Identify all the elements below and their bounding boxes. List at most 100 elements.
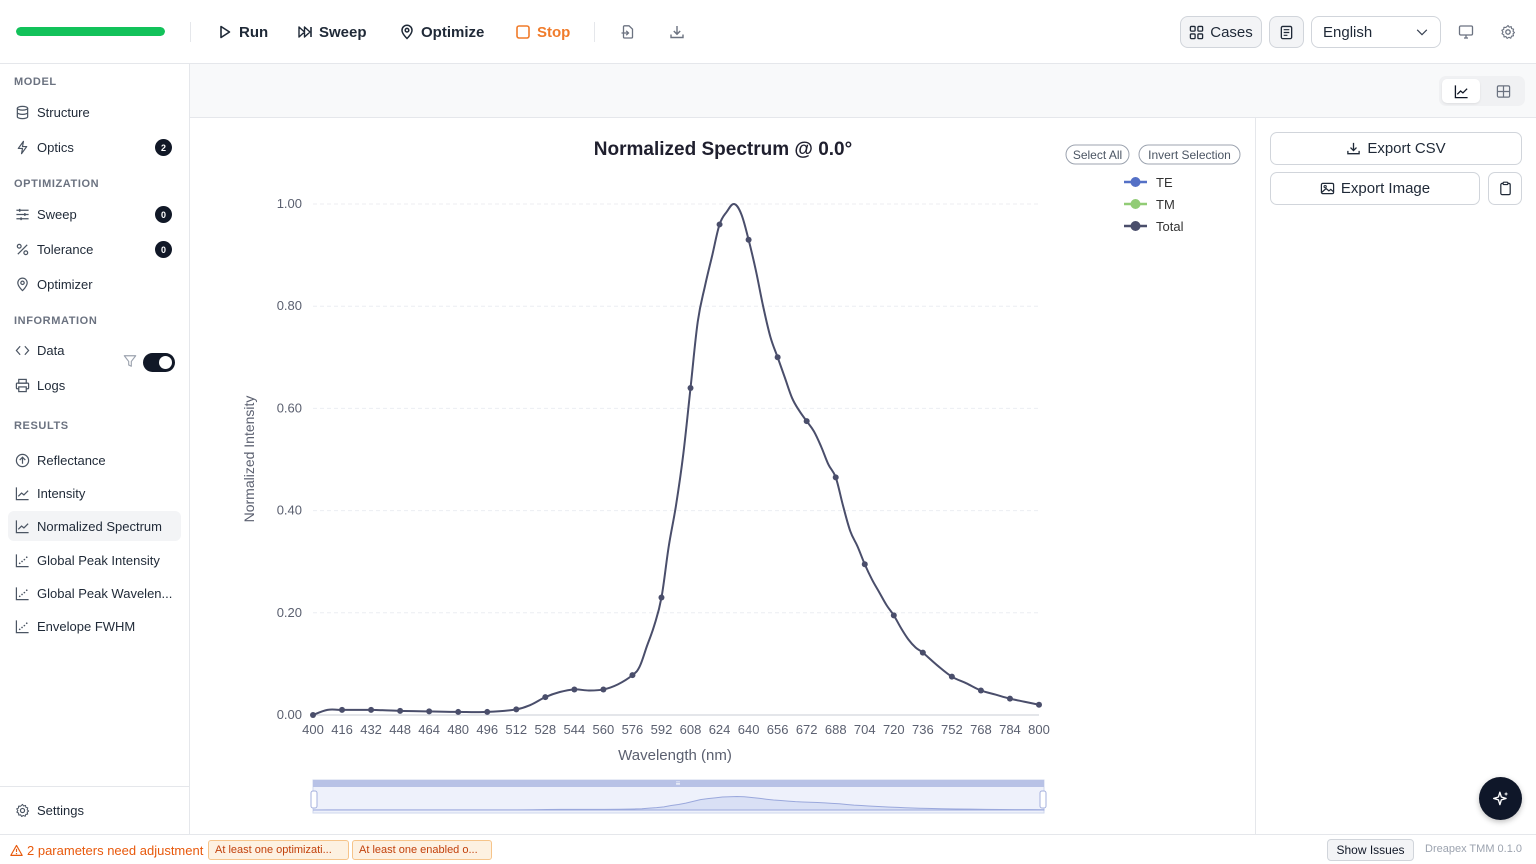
gear-icon[interactable] <box>1498 22 1518 42</box>
data-point[interactable] <box>658 594 665 601</box>
legend-item[interactable]: TM <box>1124 197 1175 212</box>
data-point[interactable] <box>977 687 984 694</box>
data-point[interactable] <box>542 694 549 701</box>
data-point[interactable] <box>919 649 926 656</box>
status-bar: 2 parameters need adjustment At least on… <box>0 834 1536 864</box>
sliders-icon <box>16 208 29 220</box>
data-point[interactable] <box>890 612 897 619</box>
chart-view-icon[interactable] <box>1442 79 1480 103</box>
sidebar-item-global-peak-wavelength[interactable]: Global Peak Wavelen... <box>8 578 181 608</box>
table-view-icon[interactable] <box>1484 79 1522 103</box>
zoom-left-handle[interactable] <box>310 790 318 809</box>
data-point[interactable] <box>339 706 346 713</box>
stop-button[interactable]: Stop <box>515 18 570 46</box>
cases-button[interactable]: Cases <box>1180 16 1262 48</box>
data-point[interactable] <box>600 686 607 693</box>
document-icon <box>1280 25 1293 39</box>
tolerance-count-badge: 0 <box>155 241 172 258</box>
sidebar-item-optimizer[interactable]: Optimizer <box>8 269 181 299</box>
data-point[interactable] <box>629 672 636 679</box>
data-point[interactable] <box>745 236 752 243</box>
section-title-optimization: OPTIMIZATION <box>14 178 100 190</box>
document-button[interactable] <box>1269 16 1304 48</box>
printer-icon <box>15 378 30 392</box>
data-point[interactable] <box>571 686 578 693</box>
data-point[interactable] <box>368 706 375 713</box>
sidebar-item-normalized-spectrum[interactable]: Normalized Spectrum <box>8 511 181 541</box>
sidebar-item-settings[interactable]: Settings <box>8 795 181 825</box>
data-point[interactable] <box>455 708 462 715</box>
zoom-right-handle[interactable] <box>1039 790 1047 809</box>
line-chart-icon <box>15 486 29 500</box>
stop-label: Stop <box>537 23 571 41</box>
y-tick-label: 1.00 <box>277 196 302 211</box>
sidebar-item-reflectance[interactable]: Reflectance <box>8 445 181 475</box>
legend-item[interactable]: Total <box>1124 219 1184 234</box>
export-image-button[interactable]: Export Image <box>1270 172 1480 205</box>
parameter-warning[interactable]: 2 parameters need adjustment <box>10 843 203 858</box>
sidebar-item-optics[interactable]: Optics 2 <box>8 132 181 162</box>
select-all-button[interactable]: Select All <box>1065 144 1130 165</box>
sidebar: MODEL Structure Optics 2 OPTIMIZATION Sw… <box>0 64 190 834</box>
monitor-icon[interactable] <box>1456 22 1476 42</box>
sweep-button[interactable]: Sweep <box>297 18 367 46</box>
run-button[interactable]: Run <box>217 18 268 46</box>
download-icon[interactable] <box>667 22 687 42</box>
data-point[interactable] <box>832 474 839 481</box>
data-point[interactable] <box>1036 701 1042 708</box>
sidebar-footer: Settings <box>0 786 189 834</box>
data-point[interactable] <box>310 712 316 718</box>
y-tick-label: 0.40 <box>277 503 302 518</box>
image-icon <box>1320 182 1335 195</box>
sidebar-item-envelope-fwhm[interactable]: Envelope FWHM <box>8 611 181 641</box>
x-axis-label: Wavelength (nm) <box>618 747 732 764</box>
sidebar-item-logs[interactable]: Logs <box>8 370 181 400</box>
data-point[interactable] <box>687 384 694 391</box>
x-tick-label: 576 <box>622 722 644 737</box>
x-tick-label: 432 <box>360 722 382 737</box>
sidebar-item-structure[interactable]: Structure <box>8 97 181 127</box>
filter-icon[interactable] <box>123 354 137 368</box>
x-tick-label: 800 <box>1028 722 1050 737</box>
show-issues-button[interactable]: Show Issues <box>1327 839 1414 861</box>
data-point[interactable] <box>716 221 723 228</box>
run-label: Run <box>239 23 269 41</box>
code-icon <box>15 345 30 355</box>
x-tick-label: 720 <box>883 722 905 737</box>
data-point[interactable] <box>861 561 868 568</box>
scatter-chart-icon <box>15 553 29 567</box>
issue-chip[interactable]: At least one enabled o... <box>352 840 492 860</box>
data-point[interactable] <box>397 707 404 714</box>
zoom-slider-handle-bar[interactable] <box>313 780 1044 787</box>
invert-selection-button[interactable]: Invert Selection <box>1138 144 1241 165</box>
data-point[interactable] <box>484 708 491 715</box>
data-point[interactable] <box>774 354 781 361</box>
ai-assistant-button[interactable] <box>1479 777 1522 820</box>
legend-item[interactable]: TE <box>1124 175 1173 190</box>
x-tick-label: 704 <box>854 722 876 737</box>
import-icon[interactable] <box>618 22 638 42</box>
x-tick-label: 608 <box>680 722 702 737</box>
optimize-button[interactable]: Optimize <box>399 18 484 46</box>
x-tick-label: 688 <box>825 722 847 737</box>
sidebar-item-tolerance[interactable]: Tolerance 0 <box>8 234 181 264</box>
sidebar-item-sweep[interactable]: Sweep 0 <box>8 199 181 229</box>
sidebar-item-intensity[interactable]: Intensity <box>8 478 181 508</box>
data-point[interactable] <box>803 418 810 425</box>
language-select[interactable]: English <box>1311 16 1441 48</box>
sidebar-item-global-peak-intensity[interactable]: Global Peak Intensity <box>8 545 181 575</box>
copy-image-button[interactable] <box>1488 172 1522 205</box>
sidebar-item-data[interactable]: Data <box>8 335 181 365</box>
issue-chip[interactable]: At least one optimizati... <box>208 840 349 860</box>
export-csv-button[interactable]: Export CSV <box>1270 132 1522 165</box>
results-toggle[interactable] <box>143 353 175 372</box>
data-point[interactable] <box>948 673 955 680</box>
data-point[interactable] <box>513 706 520 713</box>
data-point[interactable] <box>426 708 433 715</box>
data-point[interactable] <box>1006 695 1013 702</box>
spectrum-chart[interactable]: Normalized Spectrum @ 0.0° Select All In… <box>190 118 1255 834</box>
chart-title: Normalized Spectrum @ 0.0° <box>594 139 852 160</box>
zoom-slider[interactable]: ≡ <box>310 779 1047 814</box>
scatter-chart-icon <box>15 619 29 633</box>
export-csv-label: Export CSV <box>1367 140 1446 157</box>
